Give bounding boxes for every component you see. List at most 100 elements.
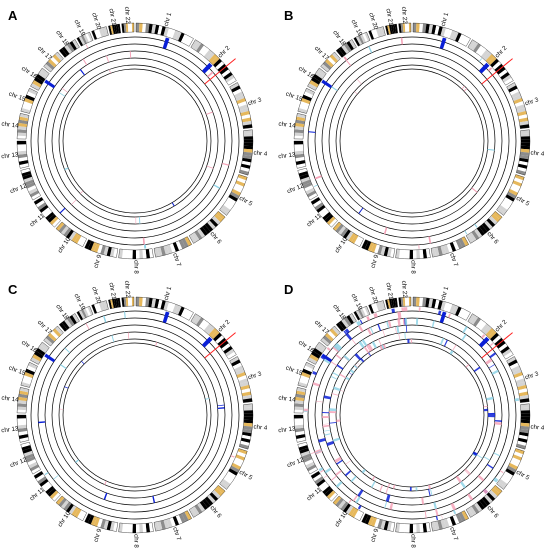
ideogram-band [517,166,527,173]
chromosome-outline [398,296,412,307]
ideogram-band [29,464,40,472]
cnv-mark [401,307,405,312]
ideogram-band [304,458,314,466]
ideogram-band [69,41,77,51]
ideogram-band [493,211,503,220]
ideogram-band [66,229,74,239]
cnv-mark [352,494,359,502]
ideogram-band [294,141,304,145]
ideogram-band [399,523,404,533]
chromosome-outline [153,510,192,532]
ideogram-band [437,300,443,310]
ideogram-band [32,79,42,88]
ideogram-band [229,82,240,90]
ideogram-band [135,523,140,533]
chromosome-outline [353,305,371,321]
ideogram-band [175,240,183,251]
ideogram-band [118,248,124,259]
ideogram-band [77,235,85,246]
cnv-mark [331,393,339,396]
cnv-mark [428,489,431,497]
chromosome-label: chr 13 [278,425,296,434]
ideogram-band [516,107,527,114]
ideogram-band [361,239,369,250]
cnv-mark [434,508,439,517]
track-ring [321,50,503,232]
ideogram-band [17,135,27,140]
ideogram-band [17,150,27,155]
ideogram-band [513,371,524,379]
chromosome-label: chr 2 [217,44,232,59]
chromosome-outline [412,296,471,321]
chromosome-outline [84,513,119,532]
ideogram-band [343,42,352,53]
cnv-mark [443,339,448,347]
ideogram-band [193,315,202,325]
cnv-mark [343,56,348,61]
ideogram-band [367,242,375,252]
cnv-mark [424,511,427,519]
ideogram-band [17,396,28,402]
ideogram-band [117,298,121,308]
ideogram-band [34,76,44,85]
ideogram-band [135,249,140,259]
cnv-mark [318,437,326,443]
ideogram-band [341,44,350,54]
chromosome-outline [293,414,307,443]
ideogram-band [87,514,95,525]
ideogram-band [231,359,241,367]
ideogram-band [380,26,386,36]
ideogram-band [519,120,529,126]
ideogram-band [520,142,530,147]
chromosome-outline [465,211,503,244]
chromosome-label: chr 19 [350,19,364,38]
ideogram-band [23,176,34,183]
ideogram-band [55,51,64,61]
ideogram-band [17,400,27,405]
cnv-mark [345,460,352,465]
ideogram-band [142,297,147,307]
chromosome-outline [332,221,364,248]
cnv-mark [371,476,376,481]
chromosome-outline [332,495,364,522]
ideogram-band [243,136,253,140]
ideogram-band [129,249,133,259]
chromosome-label: chr 15 [8,364,27,377]
ideogram-band [243,133,253,137]
cnv-mark [367,353,371,357]
cnv-mark [315,450,322,454]
cnv-mark [402,318,405,326]
ideogram-band [243,422,253,427]
chromosome-label: chr 4 [530,149,545,157]
cnv-mark [487,67,493,72]
ideogram-band [110,25,114,35]
cnv-mark [366,345,371,352]
cnv-mark [206,111,213,115]
cnv-mark [61,87,68,93]
ideogram-band [519,431,529,437]
ideogram-band [406,23,410,33]
cnv-mark [397,318,401,327]
ideogram-band [97,518,103,528]
ideogram-band [294,126,304,131]
ideogram-band [486,218,496,228]
cnv-mark [335,342,343,350]
cnv-mark [304,408,309,412]
ideogram-band [18,434,29,439]
chromosome-label: chr 12 [9,456,28,469]
ideogram-band [43,337,53,347]
cnv-mark [360,358,365,363]
ideogram-band [355,310,363,320]
ideogram-band [230,191,240,199]
chromosome-outline [219,174,248,216]
ideogram-band [215,61,225,70]
ideogram-band [52,218,61,228]
ideogram-band [416,249,421,259]
cnv-mark [358,324,364,333]
ideogram-band [409,523,414,534]
ideogram-band [132,523,137,534]
cnv-mark [206,165,214,169]
ideogram-band [49,490,59,499]
ideogram-band [345,505,354,515]
cnv-mark [488,364,495,369]
